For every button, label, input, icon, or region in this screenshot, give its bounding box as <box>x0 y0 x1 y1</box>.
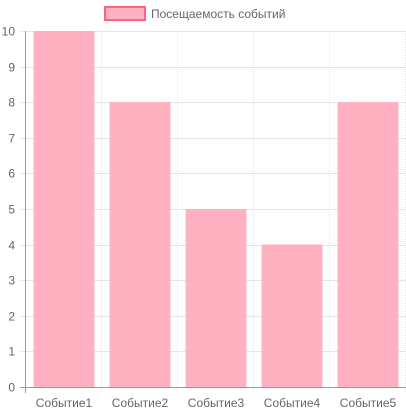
y-tick-label: 9 <box>8 61 15 75</box>
bar[interactable] <box>109 102 171 387</box>
y-tick-label: 5 <box>8 203 15 217</box>
bar[interactable] <box>33 31 95 387</box>
y-axis-tick-labels: 0 1 2 3 4 5 6 7 8 9 10 <box>2 25 16 395</box>
y-tick-label: 4 <box>8 239 15 253</box>
x-tick-label: Событие2 <box>112 396 169 410</box>
legend-swatch[interactable] <box>104 6 146 21</box>
y-tick-label: 3 <box>8 274 15 288</box>
y-tick-label: 1 <box>8 345 15 359</box>
x-tick-label: Событие3 <box>188 396 245 410</box>
y-tick-label: 0 <box>8 381 15 395</box>
y-tick-label: 10 <box>2 25 16 39</box>
legend[interactable]: Посещаемость событий <box>104 6 285 21</box>
legend-label[interactable]: Посещаемость событий <box>151 7 285 21</box>
y-tick-label: 6 <box>8 167 15 181</box>
bar[interactable] <box>261 244 323 387</box>
x-axis-tick-labels: Событие1 Событие2 Событие3 Событие4 Событие5 <box>36 396 397 410</box>
y-tick-label: 2 <box>8 310 15 324</box>
bars <box>33 31 399 387</box>
x-tick-label: Событие5 <box>340 396 397 410</box>
bar[interactable] <box>185 209 247 387</box>
axes <box>20 31 406 393</box>
y-tick-label: 8 <box>8 96 15 110</box>
y-tick-label: 7 <box>8 132 15 146</box>
x-tick-label: Событие4 <box>264 396 321 410</box>
bar[interactable] <box>337 102 399 387</box>
x-tick-label: Событие1 <box>36 396 93 410</box>
